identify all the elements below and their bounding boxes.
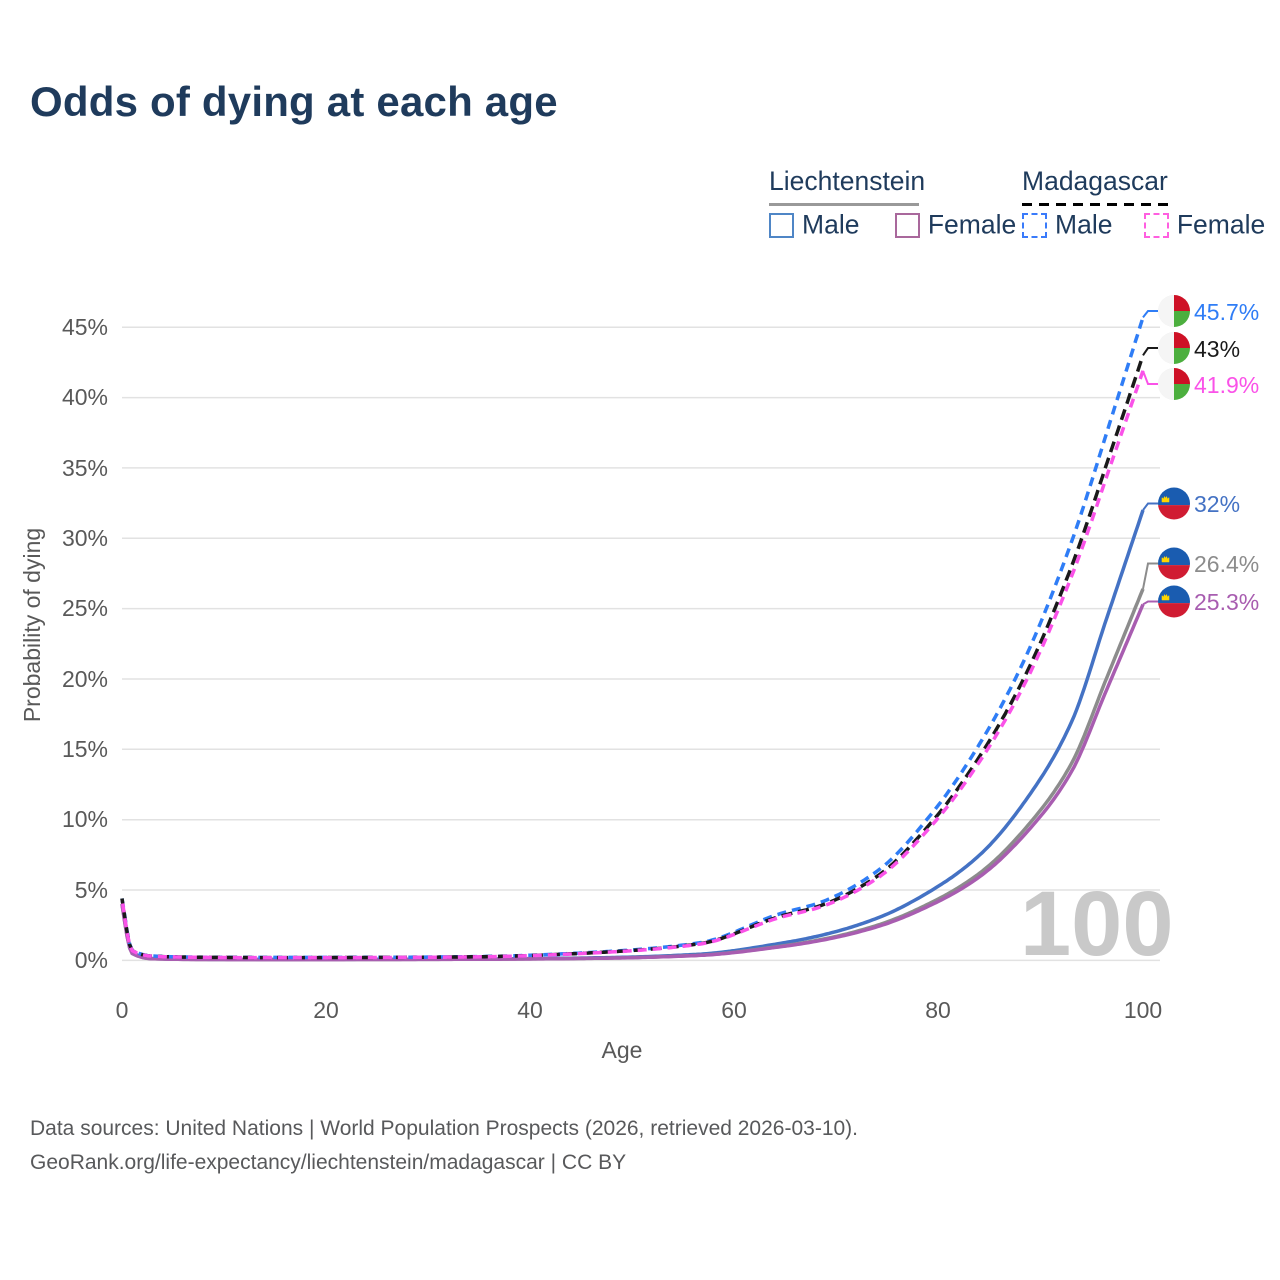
- svg-text:26.4%: 26.4%: [1194, 551, 1259, 577]
- svg-text:40%: 40%: [62, 384, 108, 410]
- svg-text:80: 80: [925, 997, 951, 1023]
- svg-text:32%: 32%: [1194, 491, 1240, 517]
- svg-text:100: 100: [1020, 873, 1174, 975]
- svg-text:25%: 25%: [62, 595, 108, 621]
- svg-text:60: 60: [721, 997, 747, 1023]
- svg-text:20: 20: [313, 997, 339, 1023]
- svg-text:5%: 5%: [75, 877, 108, 903]
- svg-text:30%: 30%: [62, 525, 108, 551]
- svg-text:0: 0: [116, 997, 129, 1023]
- svg-text:15%: 15%: [62, 736, 108, 762]
- svg-text:25.3%: 25.3%: [1194, 589, 1259, 615]
- svg-text:100: 100: [1124, 997, 1162, 1023]
- svg-text:40: 40: [517, 997, 543, 1023]
- svg-text:Probability of dying: Probability of dying: [19, 528, 45, 722]
- svg-text:Age: Age: [602, 1037, 643, 1063]
- svg-text:45.7%: 45.7%: [1194, 299, 1259, 325]
- svg-text:10%: 10%: [62, 806, 108, 832]
- svg-text:45%: 45%: [62, 314, 108, 340]
- svg-text:43%: 43%: [1194, 336, 1240, 362]
- svg-text:35%: 35%: [62, 455, 108, 481]
- svg-text:20%: 20%: [62, 666, 108, 692]
- svg-text:0%: 0%: [75, 947, 108, 973]
- svg-text:41.9%: 41.9%: [1194, 372, 1259, 398]
